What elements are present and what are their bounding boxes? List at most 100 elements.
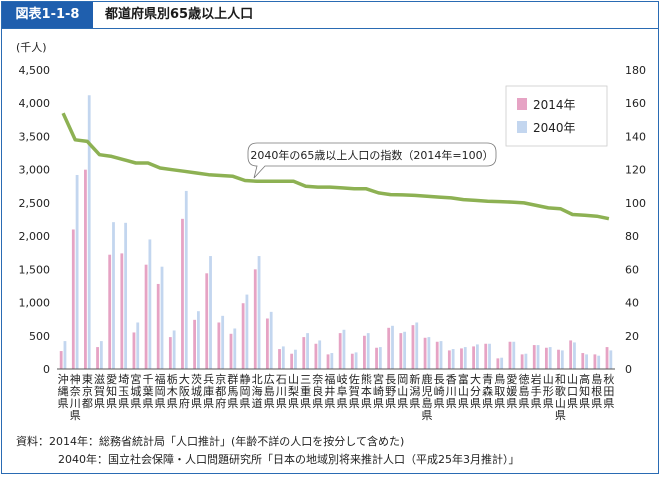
bar-2040 (99, 341, 103, 369)
bar-2014 (278, 349, 281, 369)
bar-2014 (265, 318, 269, 369)
figure-title: 都道府県別65歳以上人口 (105, 7, 254, 22)
x-tick-label: 高知県 (579, 372, 590, 410)
bar-2014 (447, 350, 451, 369)
x-tick-label: 京都府 (215, 372, 226, 410)
bar-2040 (548, 347, 552, 369)
bar-2040 (160, 266, 164, 369)
y-axis-label: (千人) (16, 41, 47, 54)
x-tick-label: 静岡県 (240, 372, 251, 410)
x-tick-label: 福岡県 (155, 372, 166, 410)
bar-2040 (500, 357, 504, 369)
legend-label-2040: 2040年 (533, 121, 576, 135)
bar-2014 (71, 229, 75, 369)
bar-2014 (96, 347, 99, 369)
bar-2014 (156, 283, 160, 369)
x-tick-label: 徳島県 (519, 373, 530, 410)
x-tick-label: 宮崎県 (373, 372, 384, 410)
y-tick-label: 0 (43, 363, 50, 376)
x-tick-label: 滋賀県 (94, 373, 105, 410)
x-tick-label: 群馬県 (227, 372, 238, 410)
x-tick-label: 新潟県 (409, 372, 420, 410)
bar-2014 (241, 303, 245, 369)
y-tick-label: 2,000 (19, 230, 51, 243)
bar-2014 (144, 264, 148, 369)
bar-2014 (84, 169, 87, 369)
bar-2040 (378, 347, 382, 369)
bar-2014 (435, 341, 439, 369)
bar-2040 (463, 347, 467, 369)
bar-2014 (229, 333, 233, 369)
x-tick-label: 長野県 (385, 373, 396, 410)
bar-2040 (391, 325, 394, 369)
bar-2014 (181, 218, 184, 369)
bar-2040 (197, 311, 200, 369)
x-tick-label: 富山県 (458, 372, 469, 410)
bar-2014 (496, 358, 500, 369)
x-tick-label: 石川県 (276, 373, 287, 410)
x-tick-label: 神奈川県 (70, 372, 81, 422)
y2-tick-label: 20 (625, 330, 639, 343)
x-tick-label: 東京都 (82, 373, 93, 410)
bar-2014 (484, 343, 488, 369)
bar-2014 (205, 273, 209, 369)
bar-2040 (257, 256, 261, 369)
bar-2040 (476, 344, 479, 369)
y-tick-label: 4,500 (19, 64, 51, 77)
y2-tick-label: 140 (625, 130, 646, 143)
bar-2040 (354, 352, 358, 369)
bar-2040 (148, 239, 152, 369)
legend-swatch-2014 (517, 98, 527, 110)
legend-box (505, 85, 608, 147)
bar-2040 (585, 354, 588, 369)
bar-2040 (233, 328, 237, 369)
y2-tick-label: 60 (625, 263, 639, 276)
x-tick-label: 熊本県 (361, 372, 372, 410)
bar-2014 (120, 253, 124, 369)
bar-2014 (217, 322, 221, 369)
x-tick-label: 愛知県 (106, 373, 117, 410)
index-line (61, 112, 610, 221)
figure-number-badge: 図表1-1-8 (2, 2, 93, 28)
bar-2040 (75, 174, 79, 369)
index-callout: 2040年の65歳以上人口の指数（2014年=100） (247, 142, 497, 179)
bar-2014 (593, 354, 597, 369)
bar-2040 (172, 330, 176, 369)
bar-2040 (524, 353, 528, 369)
x-tick-label: 大分県 (470, 372, 481, 410)
y2-tick-label: 40 (625, 297, 639, 310)
x-tick-label: 鳥取県 (494, 372, 505, 410)
bar-2014 (532, 345, 536, 369)
bar-2014 (423, 337, 427, 369)
bar-2014 (520, 354, 524, 369)
x-tick-label: 岩手県 (531, 372, 542, 410)
bar-2014 (460, 348, 463, 369)
figure-header: 図表1-1-8 都道府県別65歳以上人口 (2, 2, 658, 29)
bar-2040 (269, 311, 273, 369)
bar-2040 (306, 333, 309, 369)
source-line-2: 2040年：国立社会保障・人口問題研究所「日本の地域別将来推計人口（平成25年3… (58, 453, 520, 466)
legend-swatch-2040 (517, 121, 527, 133)
x-tick-label: 長崎県 (434, 373, 445, 410)
bar-2014 (350, 353, 354, 369)
x-tick-label: 島根県 (591, 372, 602, 410)
x-tick-label: 沖縄県 (58, 373, 69, 410)
bar-2040 (488, 343, 491, 369)
x-tick-label: 埼玉県 (118, 372, 129, 410)
bar-2014 (411, 325, 415, 369)
bar-2040 (112, 222, 115, 369)
bar-2014 (302, 337, 306, 369)
bar-2014 (581, 353, 585, 369)
bar-2040 (403, 331, 407, 369)
bar-2040 (124, 222, 128, 369)
y2-tick-label: 0 (625, 363, 632, 376)
bar-2014 (168, 337, 172, 369)
bar-2040 (342, 329, 346, 369)
x-tick-label: 秋田県 (603, 372, 614, 410)
x-tick-label: 茨城県 (191, 372, 202, 410)
bar-2014 (399, 333, 403, 369)
x-tick-label: 三重県 (300, 373, 311, 410)
x-tick-label: 福井県 (324, 372, 335, 410)
y-tick-label: 1,000 (19, 297, 51, 310)
